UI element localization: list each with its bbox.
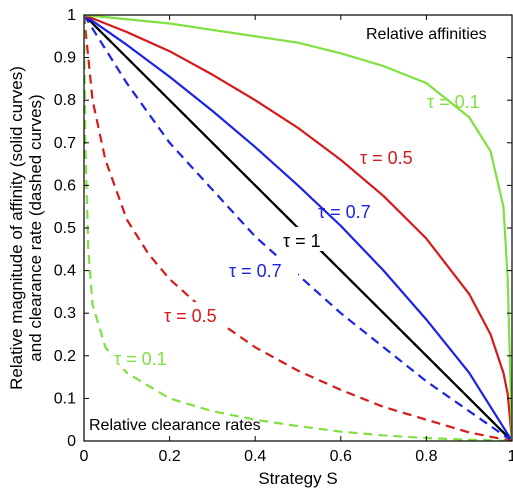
clearance-curve-tau-0-5 (84, 15, 512, 441)
x-tick-label: 0 (80, 448, 89, 465)
y-tick-label: 0.2 (54, 348, 76, 365)
label-clearance-tau-0-5-backdrop (160, 302, 236, 326)
annotation-relative-clearance-rates: Relative clearance rates (89, 417, 261, 434)
y-tick-label: 0.9 (54, 50, 76, 67)
x-tick-label: 1 (508, 448, 513, 465)
affinity-curve-tau-0-1 (84, 15, 512, 441)
y-axis-label-line-2: and clearance rate (dashed curves) (26, 94, 45, 361)
label-affinity-tau-0-1: τ = 0.1 (427, 92, 480, 112)
y-axis-label: Relative magnitude of affinity (solid cu… (7, 66, 45, 390)
y-tick-label: 0.6 (54, 177, 76, 194)
label-tau-1-backdrop (279, 227, 333, 251)
affinity-curve-tau-0-7 (84, 15, 512, 441)
label-clearance-tau-0-7: τ = 0.7 (229, 261, 282, 281)
label-affinity-tau-1: τ = 1 (283, 231, 321, 251)
label-clearance-tau-0-1-backdrop (112, 345, 188, 369)
y-axis-label-line-1: Relative magnitude of affinity (solid cu… (7, 66, 26, 390)
y-tick-label: 0.8 (54, 92, 76, 109)
y-tick-label: 0.7 (54, 135, 76, 152)
y-tick-label: 1 (67, 7, 76, 24)
label-clearance-tau-0-1: τ = 0.1 (114, 349, 167, 369)
axis-tick-labels: 0 0.2 0.4 0.6 0.8 1 0 0.1 0.2 0.3 0.4 0.5 0.6 0.7 0.8 0… (54, 7, 513, 465)
y-tick-label: 0.5 (54, 220, 76, 237)
y-tick-label: 0.4 (54, 263, 76, 280)
x-tick-label: 0.8 (415, 448, 437, 465)
x-tick-label: 0.2 (158, 448, 180, 465)
label-affinity-tau-0-7: τ = 0.7 (318, 202, 371, 222)
y-tick-label: 0.3 (54, 305, 76, 322)
x-tick-label: 0.4 (244, 448, 266, 465)
axis-ticks (83, 14, 513, 442)
annotation-relative-affinities: Relative affinities (366, 26, 487, 43)
y-tick-label: 0 (67, 433, 76, 450)
y-tick-label: 0.1 (54, 390, 76, 407)
clearance-curve-tau-0-1 (84, 15, 512, 441)
curve-labels: τ = 0.1 τ = 0.5 τ = 0.7 τ = 1 τ = 0.7 τ … (112, 92, 480, 369)
label-affinity-tau-0-5: τ = 0.5 (360, 148, 413, 168)
label-clearance-tau-0-5: τ = 0.5 (164, 306, 217, 326)
affinity-curve-tau-0-5 (84, 15, 512, 441)
x-axis-label: Strategy S (258, 469, 337, 488)
label-clearance-tau-0-7-backdrop (226, 257, 298, 281)
x-tick-label: 0.6 (330, 448, 352, 465)
